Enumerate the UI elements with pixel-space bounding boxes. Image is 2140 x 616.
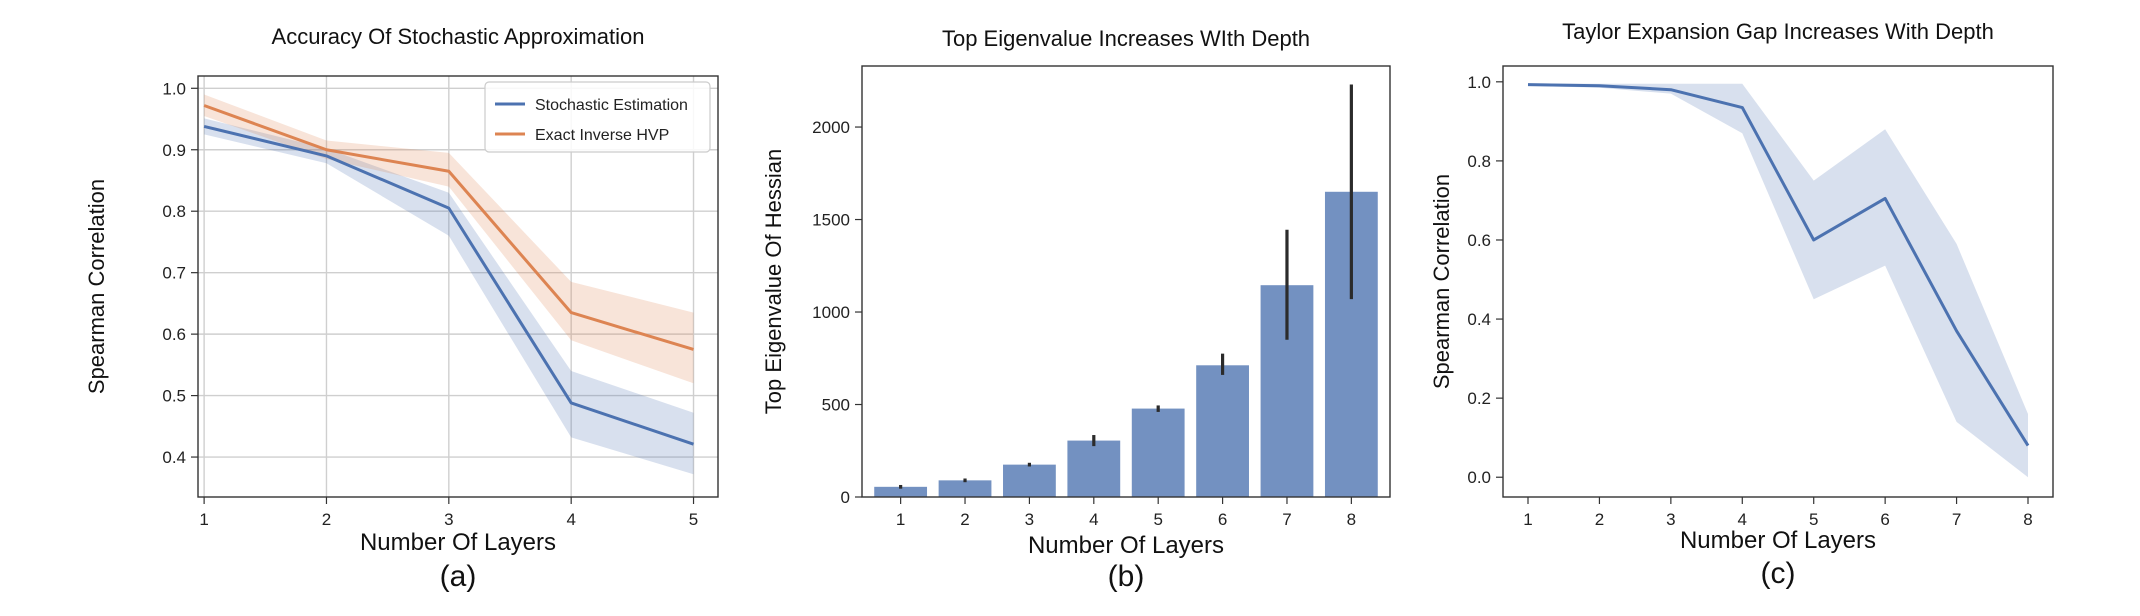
y-tick-label: 1.0 bbox=[1467, 73, 1491, 92]
plot-frame bbox=[1502, 65, 2054, 498]
legend-label: Exact Inverse HVP bbox=[535, 127, 669, 144]
x-tick-label: 7 bbox=[1952, 510, 1961, 529]
x-tick-label: 6 bbox=[1880, 510, 1889, 529]
y-axis-label: Spearman Correlation bbox=[1429, 174, 1454, 389]
x-tick-label: 8 bbox=[2023, 510, 2032, 529]
y-tick-label: 0 bbox=[841, 488, 850, 507]
confidence-band bbox=[204, 118, 694, 475]
y-tick-label: 0.4 bbox=[162, 448, 186, 467]
series-line bbox=[1527, 83, 2030, 447]
legend-label: Stochastic Estimation bbox=[535, 97, 688, 114]
x-tick-label: 1 bbox=[896, 510, 905, 529]
bar bbox=[1131, 408, 1185, 497]
y-tick-label: 0.4 bbox=[1467, 310, 1491, 329]
y-tick-label: 1000 bbox=[812, 303, 850, 322]
chart-title: Top Eigenvalue Increases WIth Depth bbox=[942, 26, 1310, 51]
y-tick-label: 0.8 bbox=[1467, 152, 1491, 171]
x-tick-label: 5 bbox=[1153, 510, 1162, 529]
x-tick-label: 7 bbox=[1282, 510, 1291, 529]
panel-caption: (a) bbox=[440, 560, 477, 593]
y-tick-label: 0.6 bbox=[1467, 231, 1491, 250]
x-tick-label: 5 bbox=[689, 510, 698, 529]
y-tick-label: 0.2 bbox=[1467, 389, 1491, 408]
y-tick-label: 0.9 bbox=[162, 141, 186, 160]
panel-caption: (b) bbox=[1108, 560, 1145, 593]
chart-title: Accuracy Of Stochastic Approximation bbox=[272, 24, 645, 49]
y-axis-label: Top Eigenvalue Of Hessian bbox=[761, 149, 786, 414]
bar bbox=[874, 486, 928, 497]
x-tick-label: 4 bbox=[566, 510, 575, 529]
x-tick-label: 4 bbox=[1089, 510, 1098, 529]
y-tick-label: 0.6 bbox=[162, 325, 186, 344]
x-tick-label: 2 bbox=[322, 510, 331, 529]
y-tick-label: 0.7 bbox=[162, 264, 186, 283]
x-axis-label: Number Of Layers bbox=[1028, 532, 1224, 559]
legend bbox=[484, 81, 711, 153]
y-tick-label: 500 bbox=[822, 396, 850, 415]
chart-panel-3: 0.0 0.2 0.4 0.6 0.8 1.0 1 2 3 4 5 6 7 8 Taylor Expansi… bbox=[1429, 19, 2054, 590]
series-line bbox=[203, 124, 695, 446]
y-axis-label: Spearman Correlation bbox=[84, 179, 109, 394]
plot-frame bbox=[197, 75, 719, 498]
x-tick-label: 8 bbox=[1347, 510, 1356, 529]
bar bbox=[1067, 440, 1121, 497]
chart-title: Taylor Expansion Gap Increases With Dept… bbox=[1562, 19, 1994, 44]
x-axis-label: Number Of Layers bbox=[360, 529, 556, 556]
x-tick-label: 2 bbox=[1595, 510, 1604, 529]
x-tick-label: 1 bbox=[199, 510, 208, 529]
y-tick-label: 0.8 bbox=[162, 202, 186, 221]
x-axis-label: Number Of Layers bbox=[1680, 527, 1876, 554]
confidence-band bbox=[1528, 83, 2028, 478]
x-tick-label: 3 bbox=[1666, 510, 1675, 529]
y-tick-label: 2000 bbox=[812, 118, 850, 137]
chart-panel-2: 0 500 1000 1500 2000 1 2 3 4 5 6 7 8 Top Eigenvalue I… bbox=[761, 26, 1391, 593]
y-tick-label: 1.0 bbox=[162, 79, 186, 98]
x-tick-label: 2 bbox=[960, 510, 969, 529]
bar bbox=[938, 480, 992, 497]
y-tick-label: 1500 bbox=[812, 211, 850, 230]
series-line bbox=[203, 104, 694, 351]
panel-caption: (c) bbox=[1761, 557, 1796, 590]
x-tick-label: 3 bbox=[1025, 510, 1034, 529]
x-tick-label: 1 bbox=[1523, 510, 1532, 529]
x-tick-label: 4 bbox=[1738, 510, 1747, 529]
bar bbox=[1196, 365, 1249, 497]
y-tick-label: 0.5 bbox=[162, 387, 186, 406]
y-tick-label: 0.0 bbox=[1467, 468, 1491, 487]
x-tick-label: 6 bbox=[1218, 510, 1227, 529]
x-tick-label: 5 bbox=[1809, 510, 1818, 529]
x-tick-label: 3 bbox=[444, 510, 453, 529]
plot-frame bbox=[861, 65, 1391, 498]
bar bbox=[1003, 464, 1056, 497]
chart-panel-1: 0.4 0.5 0.6 0.7 0.8 0.9 1.0 1 2 3 4 5 Stochastic Est… bbox=[84, 24, 719, 593]
